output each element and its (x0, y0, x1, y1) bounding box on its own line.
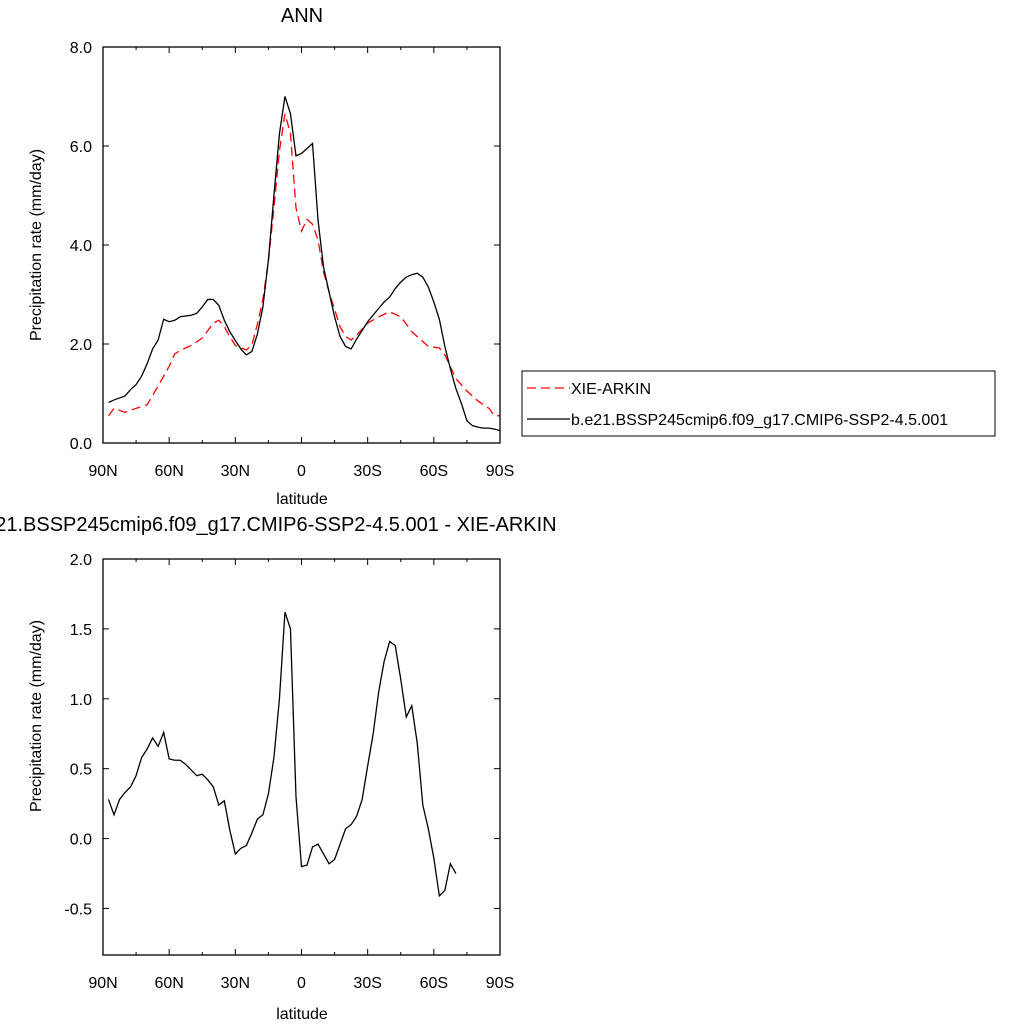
legend-box (521, 370, 996, 437)
top-xtick-label: 90N (88, 463, 117, 480)
top-ytick-label: 8.0 (70, 40, 92, 57)
bottom-xtick-label: 60S (420, 975, 448, 992)
top-chart-frame (102, 46, 501, 444)
bottom-xtick-label: 30N (221, 975, 250, 992)
bottom-xtick-label: 0 (297, 975, 306, 992)
bottom-ytick-label: 1.5 (70, 622, 92, 639)
top-chart-ylabel: Precipitation rate (mm/day) (28, 149, 45, 341)
top-chart-series (107, 96, 501, 432)
top-xtick-label: 60N (154, 463, 183, 480)
bottom-ytick-label: 2.0 (70, 552, 92, 569)
top-xtick-label: 60S (420, 463, 448, 480)
top-series-line-1 (108, 96, 501, 432)
top-chart-ticks (102, 46, 501, 444)
bottom-ytick-label: -0.5 (64, 901, 92, 918)
bottom-xtick-label: 60N (154, 975, 183, 992)
bottom-chart-frame (102, 558, 501, 956)
bottom-ytick-label: 0.0 (70, 832, 92, 849)
top-ytick-label: 4.0 (70, 238, 92, 255)
bottom-ytick-label: 1.0 (70, 692, 92, 709)
top-chart-tick-labels: 90N 60N 30N 0 30S 60S 90S 0.0 2.0 4.0 6.0 8.0 (70, 40, 514, 480)
top-xtick-label: 90S (486, 463, 514, 480)
bottom-xtick-label: 90N (88, 975, 117, 992)
top-ytick-label: 0.0 (70, 436, 92, 453)
legend-label-xie-arkin: XIE-ARKIN (571, 381, 651, 398)
top-xtick-label: 0 (297, 463, 306, 480)
bottom-xtick-label: 30S (353, 975, 381, 992)
top-xtick-label: 30S (353, 463, 381, 480)
legend-label-model: b.e21.BSSP245cmip6.f09_g17.CMIP6-SSP2-4.… (571, 412, 948, 429)
top-chart-title: ANN (281, 5, 323, 27)
top-chart-xlabel: latitude (276, 491, 328, 508)
top-chart-panel: ANN 90N 60N 30N 0 30S 60S 90S 0.0 2.0 4.0 6.0 8.0 l… (28, 5, 514, 508)
legend: XIE-ARKIN b.e21.BSSP245cmip6.f09_g17.CMI… (521, 370, 996, 437)
top-xtick-label: 30N (221, 463, 250, 480)
bottom-chart-series (107, 611, 457, 898)
bottom-chart-panel: b.e21.BSSP245cmip6.f09_g17.CMIP6-SSP2-4.… (0, 514, 557, 1023)
bottom-series-line-0 (107, 611, 457, 898)
bottom-ytick-label: 0.5 (70, 762, 92, 779)
top-ytick-label: 6.0 (70, 139, 92, 156)
bottom-xtick-label: 90S (486, 975, 514, 992)
bottom-chart-xlabel: latitude (276, 1006, 328, 1023)
top-series-line-0 (107, 113, 500, 417)
bottom-chart-ylabel: Precipitation rate (mm/day) (28, 620, 45, 812)
top-ytick-label: 2.0 (70, 337, 92, 354)
bottom-chart-title: b.e21.BSSP245cmip6.f09_g17.CMIP6-SSP2-4.… (0, 514, 557, 536)
bottom-chart-tick-labels: 90N 60N 30N 0 30S 60S 90S -0.5 0.0 0.5 1.0 1.5 2.0 (64, 552, 514, 992)
